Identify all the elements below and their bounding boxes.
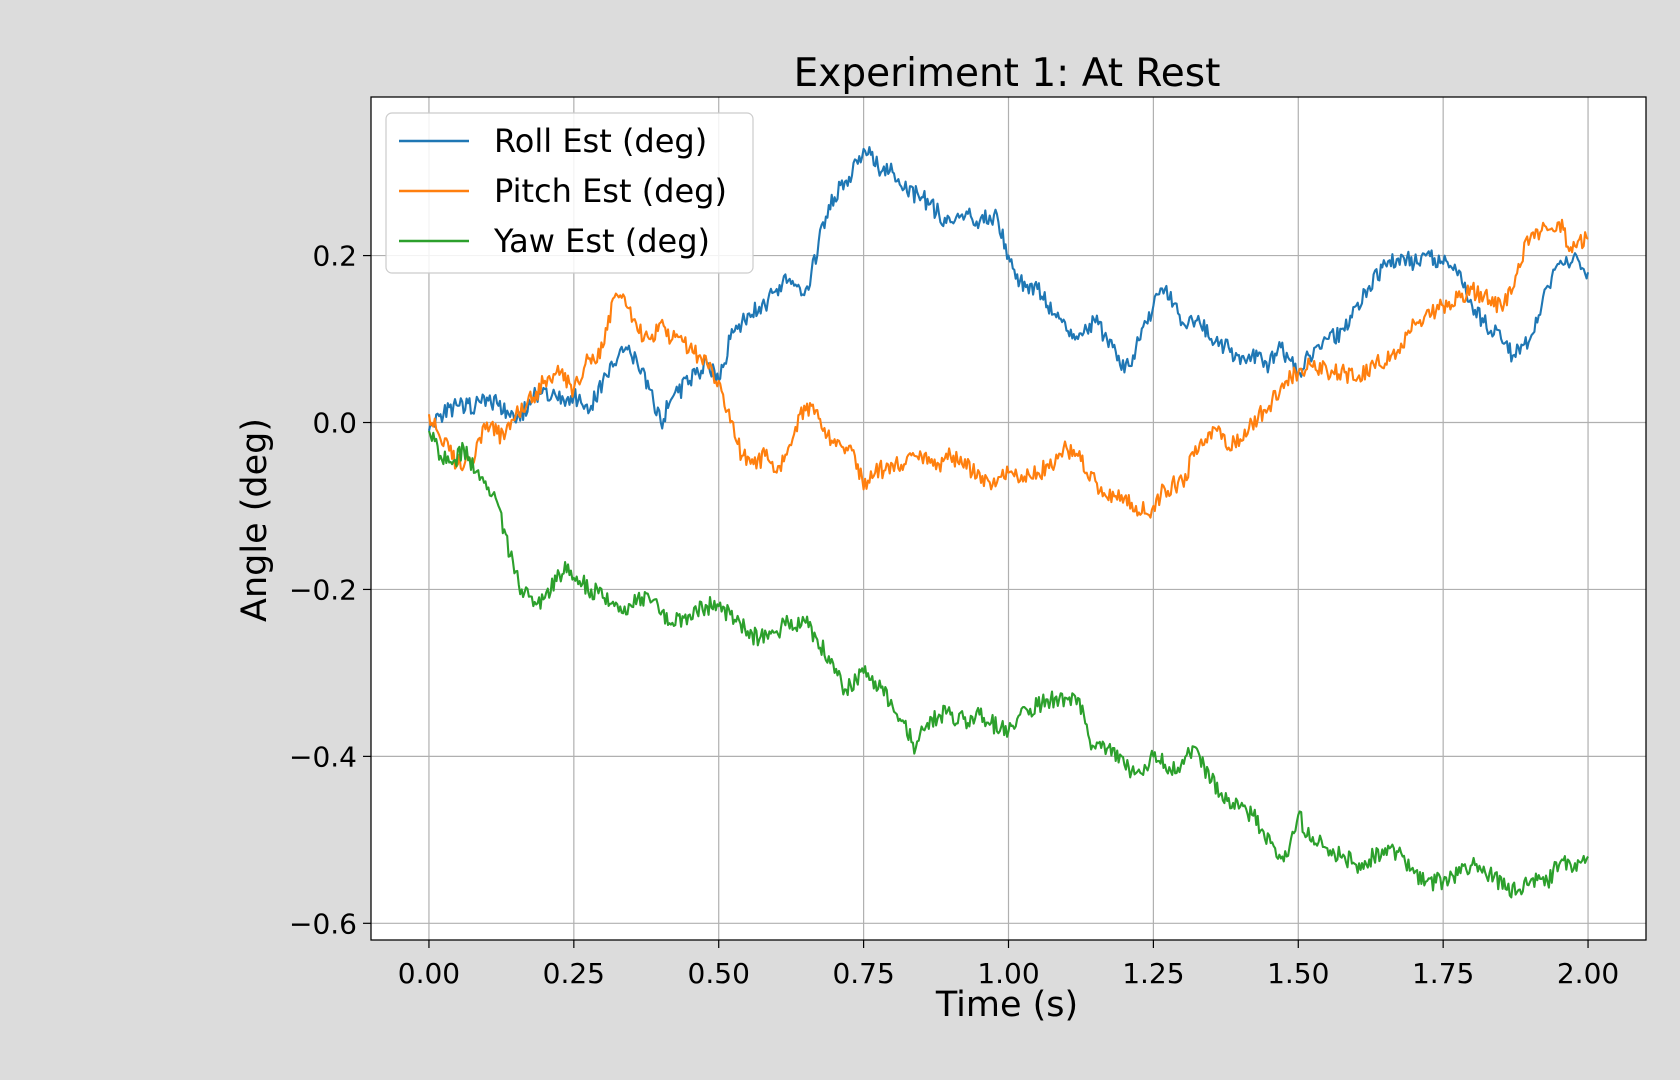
y-tick-label: −0.2 — [289, 573, 357, 606]
legend-entries: Roll Est (deg) Pitch Est (deg) Yaw Est (de… — [399, 122, 727, 260]
x-tick-label: 2.00 — [1557, 957, 1619, 990]
y-tick-label: 0.2 — [312, 240, 357, 273]
x-tick-label: 0.00 — [398, 957, 460, 990]
legend-label-1: Pitch Est (deg) — [494, 172, 727, 210]
legend: Roll Est (deg) Pitch Est (deg) Yaw Est (de… — [385, 112, 754, 274]
chart-title: Experiment 1: At Rest — [794, 51, 1221, 96]
x-tick-label: 1.25 — [1122, 957, 1184, 990]
legend-label-0: Roll Est (deg) — [494, 122, 707, 160]
series-line-2 — [427, 430, 1589, 899]
legend-box — [385, 112, 754, 274]
y-tick-label: −0.6 — [289, 907, 357, 940]
x-tick-label: 0.50 — [688, 957, 750, 990]
y-axis: −0.6 −0.4 −0.2 0.0 0.2 — [289, 240, 371, 940]
x-tick-label: 0.25 — [543, 957, 605, 990]
series-layer — [427, 146, 1590, 899]
x-tick-label: 1.75 — [1412, 957, 1474, 990]
legend-label-2: Yaw Est (deg) — [493, 222, 710, 260]
x-axis-label: Time (s) — [935, 985, 1078, 1025]
x-tick-label: 1.00 — [977, 957, 1039, 990]
y-axis-label: Angle (deg) — [235, 418, 275, 622]
y-tick-label: −0.4 — [289, 740, 357, 773]
x-axis: 0.00 0.25 0.50 0.75 1.00 1.25 1.50 1.75 2.00 — [398, 940, 1619, 990]
x-tick-label: 1.50 — [1267, 957, 1329, 990]
y-tick-label: 0.0 — [312, 407, 357, 440]
x-tick-label: 0.75 — [832, 957, 894, 990]
grid — [371, 97, 1646, 940]
series-line-0 — [427, 146, 1590, 432]
series-line-1 — [427, 218, 1589, 519]
